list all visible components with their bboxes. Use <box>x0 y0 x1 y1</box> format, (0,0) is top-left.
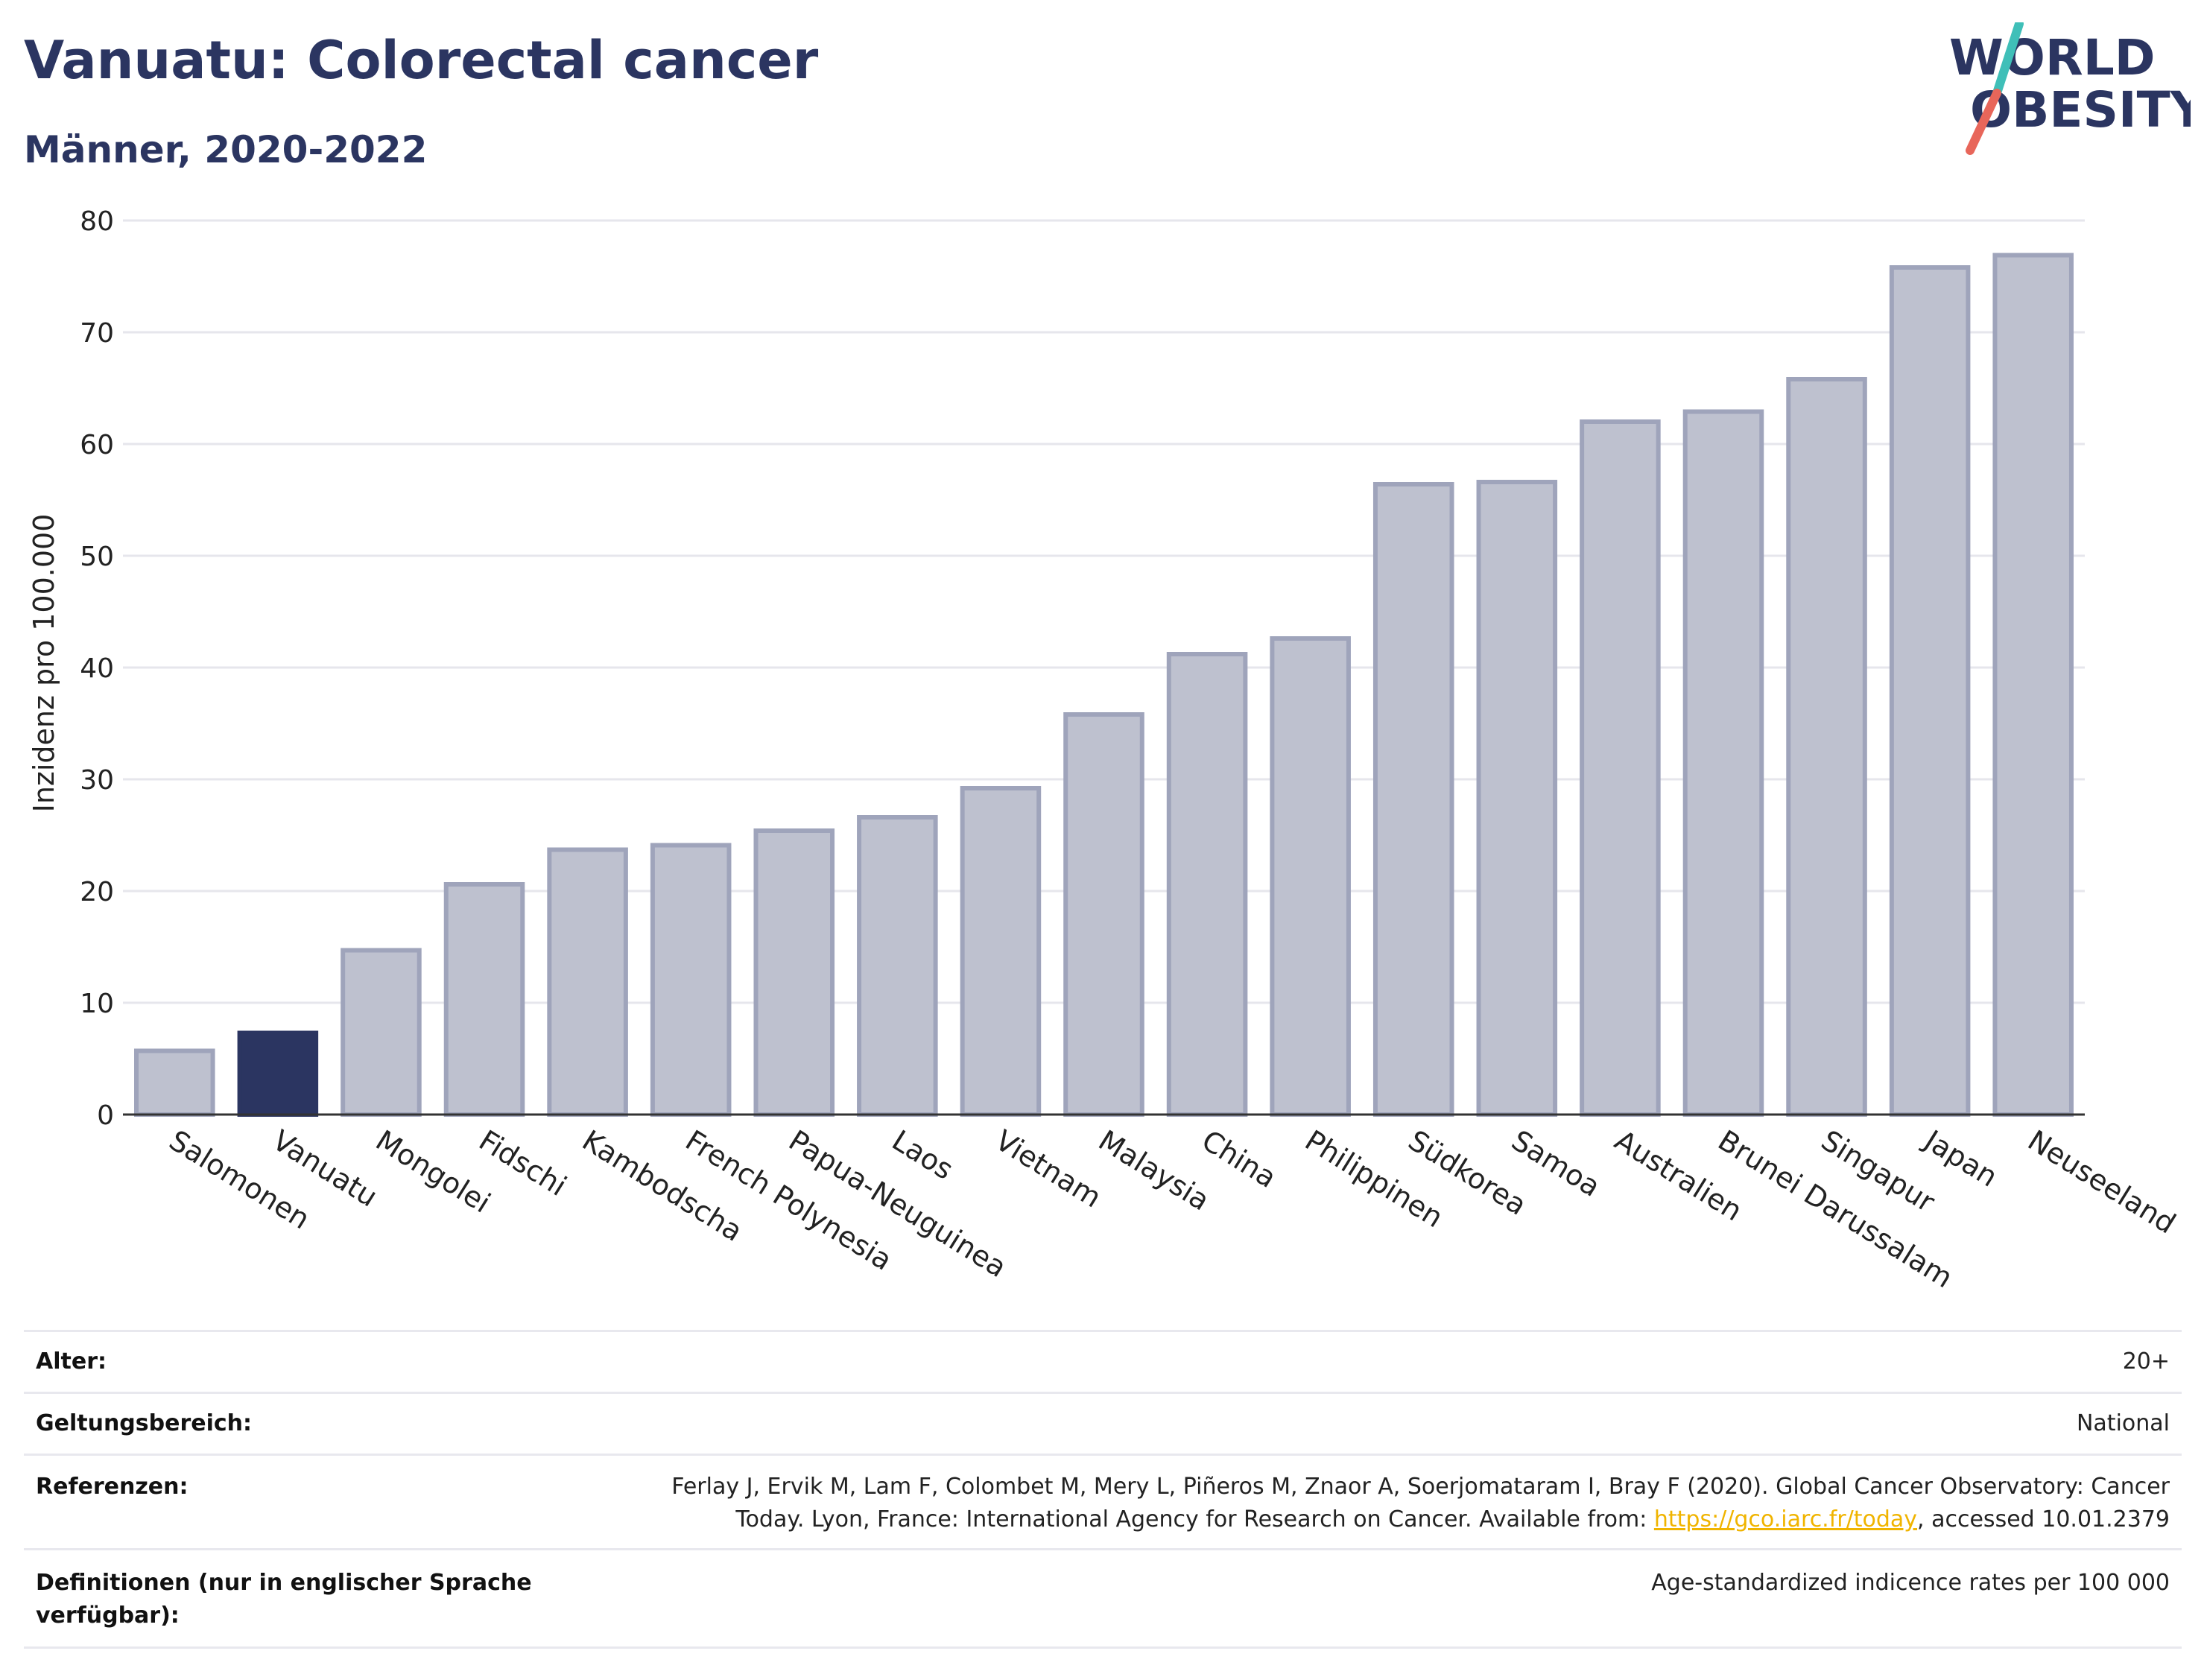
bar-neuseeland[interactable] <box>1992 253 2074 1117</box>
bar-salomonen[interactable] <box>134 1048 215 1117</box>
bar-laos[interactable] <box>857 815 938 1117</box>
footer-row-scope: Geltungsbereich: National <box>24 1392 2182 1454</box>
references-text: Today. Lyon, France: International Agenc… <box>735 1506 1654 1532</box>
x-tick-label: Malaysia <box>1093 1123 1215 1217</box>
y-axis-label: Inzidenz pro 100.000 <box>28 514 60 813</box>
bar-french-polynesia[interactable] <box>650 843 732 1117</box>
y-tick-label: 10 <box>80 989 114 1019</box>
bar-papua-neuguinea[interactable] <box>753 828 835 1117</box>
bar-vanuatu[interactable] <box>237 1030 319 1117</box>
bar-china[interactable] <box>1166 652 1248 1117</box>
logo-line1: WORLD <box>1949 29 2156 86</box>
footer-value-references-line2: Today. Lyon, France: International Agenc… <box>735 1503 2170 1536</box>
bar-s-dkorea[interactable] <box>1372 482 1454 1117</box>
y-tick-label: 80 <box>80 206 114 237</box>
references-accessed: , accessed 10.01.2379 <box>1917 1506 2170 1532</box>
footer-label-scope: Geltungsbereich: <box>36 1410 253 1436</box>
bar-chart: 01020304050607080SalomonenVanuatuMongole… <box>28 206 2182 1294</box>
x-tick-label: Laos <box>887 1123 960 1186</box>
footer-label-age: Alter: <box>36 1348 107 1375</box>
bar-brunei-darussalam[interactable] <box>1682 409 1764 1117</box>
chart-subtitle: Männer, 2020-2022 <box>24 128 428 171</box>
bar-japan[interactable] <box>1889 265 1971 1117</box>
x-tick-label: China <box>1196 1123 1282 1194</box>
bar-kambodscha[interactable] <box>547 847 628 1117</box>
y-tick-label: 30 <box>80 765 114 796</box>
references-link[interactable]: https://gco.iarc.fr/today <box>1653 1506 1918 1532</box>
world-obesity-logo: WORLD OBESITY <box>1949 22 2191 155</box>
bar-mongolei[interactable] <box>341 948 422 1117</box>
x-tick-label: Japan <box>1918 1123 2004 1194</box>
logo-slash-bottom <box>1966 89 2001 155</box>
footer-value-scope: National <box>2076 1410 2170 1436</box>
bar-singapur[interactable] <box>1786 377 1867 1117</box>
footer-value-definitions: Age-standardized indicence rates per 100… <box>1651 1570 2170 1596</box>
y-tick-label: 70 <box>80 318 114 349</box>
x-tick-label: Vietnam <box>989 1123 1107 1214</box>
x-tick-label: Mongolei <box>370 1123 496 1219</box>
bar-vietnam[interactable] <box>960 786 1042 1117</box>
y-tick-label: 0 <box>97 1100 114 1131</box>
bars <box>134 253 2074 1117</box>
footer-label-definitions-line1: Definitionen (nur in englischer Sprache <box>36 1570 532 1596</box>
bar-samoa[interactable] <box>1476 480 1558 1117</box>
y-tick-label: 40 <box>80 653 114 684</box>
footer-row-age: Alter: 20+ <box>24 1330 2182 1392</box>
bar-australien[interactable] <box>1580 419 1661 1117</box>
logo-slash-top <box>1992 22 2024 98</box>
bar-fidschi[interactable] <box>443 882 525 1117</box>
logo-line2: OBESITY <box>1970 81 2191 139</box>
footer-bottom-border <box>24 1646 2182 1649</box>
y-tick-label: 60 <box>80 430 114 460</box>
bar-philippinen[interactable] <box>1270 636 1351 1117</box>
footer-row-references: Referenzen: Ferlay J, Ervik M, Lam F, Co… <box>24 1454 2182 1548</box>
x-tick-label: Neuseeland <box>2022 1123 2182 1240</box>
chart-title: Vanuatu: Colorectal cancer <box>24 30 819 91</box>
footer-row-definitions: Definitionen (nur in englischer Sprache … <box>24 1548 2182 1647</box>
footer-value-age: 20+ <box>2122 1348 2170 1375</box>
footer-label-definitions-line2: verfügbar): <box>36 1603 180 1629</box>
y-tick-label: 20 <box>80 877 114 907</box>
bar-malaysia[interactable] <box>1063 712 1144 1117</box>
footer-value-references-line1: Ferlay J, Ervik M, Lam F, Colombet M, Me… <box>671 1474 2170 1500</box>
y-tick-label: 50 <box>80 542 114 572</box>
footer-label-references: Referenzen: <box>36 1474 189 1500</box>
